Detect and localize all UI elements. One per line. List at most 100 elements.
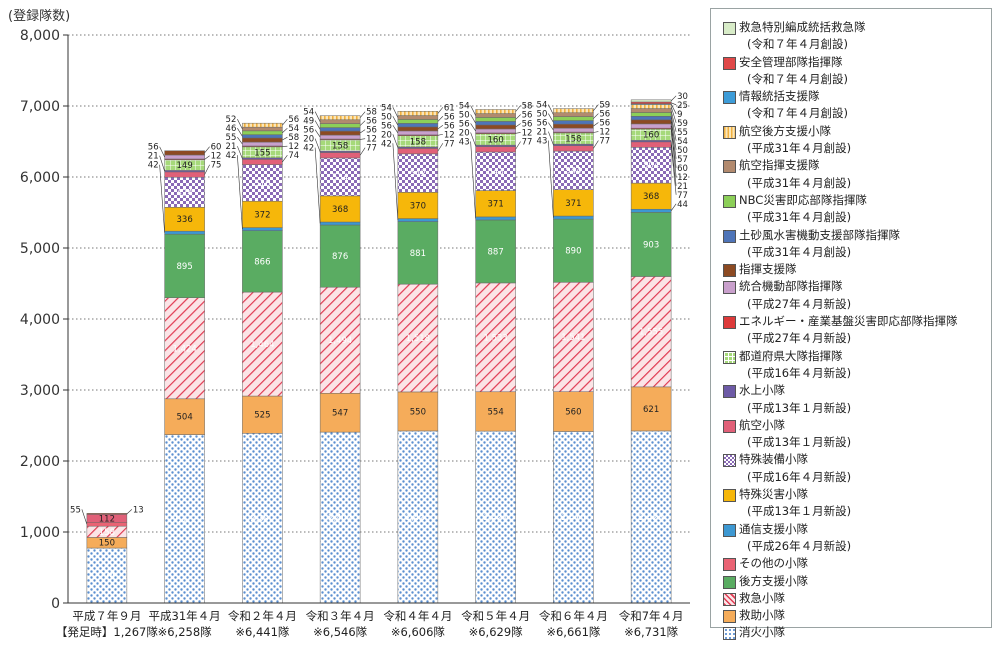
- data-label: 424: [177, 188, 193, 198]
- data-label: 50: [381, 112, 392, 122]
- bar-segment: [475, 216, 516, 221]
- data-label: 59: [677, 119, 688, 129]
- leader-line: [237, 119, 243, 130]
- legend-label: 統合機動部隊指揮隊: [739, 279, 843, 294]
- data-label: 547: [332, 409, 348, 419]
- legend-item: 航空指揮支援隊 (平成31年４月創設): [723, 157, 985, 192]
- bar-segment: [319, 393, 361, 433]
- legend-text: その他の小隊: [739, 555, 808, 572]
- bar-segment: [242, 126, 283, 132]
- legend-item: 指揮支援隊: [723, 261, 985, 278]
- legend-label: NBC災害即応部隊指揮隊: [739, 192, 867, 207]
- data-label: 56: [459, 119, 470, 129]
- leader-line: [515, 114, 521, 120]
- bar-segment: [242, 130, 283, 135]
- legend-swatch: [723, 592, 736, 606]
- legend-item: 統合機動部隊指揮隊 (平成27年４月新設): [723, 278, 985, 313]
- data-label: 1,494: [328, 336, 352, 346]
- data-label: 55: [70, 505, 81, 515]
- data-label: 1,518: [406, 334, 430, 344]
- data-label: 75: [211, 161, 222, 171]
- legend-text: 救急小隊: [739, 590, 785, 607]
- bar-segment: [397, 119, 439, 124]
- stacked-bar-chart: (登録隊数) 0 1,000 2,000 3,000 4,000 5,000 6,000 7,0…: [8, 8, 690, 639]
- leader-line: [359, 147, 366, 156]
- leader-line: [548, 113, 554, 123]
- data-label: 368: [643, 192, 659, 202]
- leader-line: [237, 146, 243, 159]
- leader-line: [670, 106, 677, 123]
- legend-label: 特殊災害小隊: [739, 487, 808, 502]
- legend-sublabel: (平成16年４月新設): [747, 469, 852, 484]
- legend-label: エネルギー・産業基盤災害即応部隊指揮隊: [739, 314, 958, 329]
- data-label: 13: [133, 505, 144, 515]
- data-label: 12: [211, 152, 222, 162]
- leader-line: [437, 133, 443, 136]
- bar-segment: [630, 99, 672, 103]
- leader-line: [282, 155, 288, 163]
- leader-line: [392, 134, 399, 148]
- legend-item: 特殊装備小隊 (平成16年４月新設): [723, 451, 985, 486]
- x-tick-label: 令和４年４月: [383, 609, 452, 623]
- data-label: 525: [254, 411, 270, 421]
- data-label: 77: [444, 139, 455, 149]
- data-label: 370: [410, 201, 426, 211]
- bar-segment: [242, 159, 283, 165]
- data-label: 56: [444, 121, 455, 131]
- legend-swatch: [723, 56, 736, 70]
- legend-item: 通信支援小隊 (平成26年４月新設): [723, 521, 985, 556]
- legend-label: 航空指揮支援隊: [739, 158, 820, 173]
- legend-swatch: [723, 22, 736, 35]
- bar-segment: [319, 157, 361, 197]
- legend-swatch: [723, 523, 736, 537]
- bar-segment: [164, 150, 205, 156]
- data-label: 56: [366, 126, 377, 136]
- leader-line: [515, 132, 521, 134]
- bar-stack: [397, 111, 439, 604]
- bar-segment: [242, 395, 283, 434]
- bar-segment: [553, 218, 594, 283]
- legend-text: NBC災害即応部隊指揮隊 (平成31年４月創設): [739, 192, 867, 227]
- leader-line: [470, 132, 476, 146]
- data-label: 504: [177, 413, 193, 423]
- leader-line: [282, 118, 288, 126]
- legend-swatch: [723, 91, 736, 105]
- bar-segment: [319, 431, 361, 604]
- data-label: 46: [226, 124, 237, 134]
- x-tick-sublabel: ※6,661隊: [546, 625, 601, 639]
- legend-swatch: [723, 264, 736, 278]
- x-tick-label: 令和６年４月: [539, 609, 608, 623]
- leader-line: [282, 127, 288, 133]
- data-label: 371: [565, 199, 581, 209]
- bars: [86, 99, 672, 604]
- bar-segment: [397, 430, 439, 604]
- legend-label: 航空小隊: [739, 417, 785, 432]
- x-tick-sublabel: ※6,546隊: [313, 625, 368, 639]
- leader-line: [392, 116, 399, 126]
- data-label: 77: [366, 144, 377, 154]
- data-label: 25: [677, 101, 688, 111]
- legend-item: 都道府県大隊指揮隊 (平成16年４月新設): [723, 348, 985, 383]
- data-label: 2,407: [328, 514, 352, 524]
- data-label: 890: [565, 247, 581, 257]
- data-label: 55: [677, 128, 688, 138]
- bar-segment: [319, 115, 361, 121]
- bar-segment: [397, 218, 439, 222]
- legend-text: 消火小隊: [739, 624, 785, 641]
- data-label: 2,423: [639, 513, 663, 523]
- legend-text: 通信支援小隊 (平成26年４月新設): [739, 521, 851, 556]
- leader-line: [237, 137, 243, 145]
- bar-segment: [242, 141, 283, 147]
- data-label: 59: [599, 101, 610, 111]
- legend-swatch: [723, 419, 736, 433]
- legend-sublabel: (平成16年４月新設): [747, 365, 852, 380]
- bar-segment: [397, 192, 439, 219]
- data-label: 54: [381, 103, 392, 113]
- data-label: 77: [677, 191, 688, 201]
- bar-segment: [397, 391, 439, 432]
- bar-segment: [319, 119, 361, 124]
- y-tick-label: 7,000: [20, 99, 60, 115]
- data-label: 56: [381, 121, 392, 131]
- data-label: 21: [226, 142, 237, 152]
